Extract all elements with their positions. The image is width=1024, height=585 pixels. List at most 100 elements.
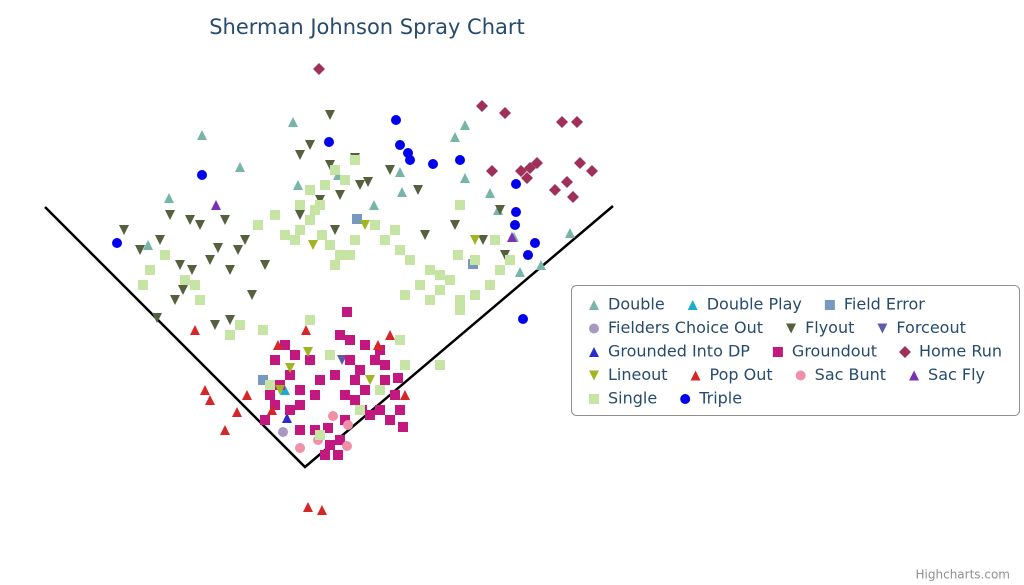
point — [360, 340, 370, 350]
legend-label: Pop Out — [710, 365, 773, 384]
point — [425, 295, 435, 305]
point — [342, 441, 352, 451]
point — [160, 250, 170, 260]
point — [507, 232, 517, 242]
point — [210, 320, 220, 330]
point — [233, 245, 243, 255]
point — [476, 100, 488, 112]
point — [295, 150, 305, 160]
point — [515, 267, 525, 277]
point — [536, 260, 546, 270]
point — [375, 405, 385, 415]
point — [270, 355, 280, 365]
point — [360, 385, 370, 395]
point — [187, 265, 197, 275]
point — [285, 363, 295, 373]
point — [375, 385, 385, 395]
point — [330, 225, 340, 235]
point — [428, 159, 438, 169]
point — [333, 450, 343, 460]
point — [178, 285, 188, 295]
legend-label: Double — [608, 295, 665, 314]
point — [405, 155, 415, 165]
point — [455, 305, 465, 315]
legend-symbol — [680, 394, 691, 404]
point — [355, 405, 365, 415]
point — [586, 165, 598, 177]
point — [510, 220, 520, 230]
point — [170, 295, 180, 305]
legend-label: Double Play — [707, 295, 802, 314]
point — [355, 180, 365, 190]
point — [390, 225, 400, 235]
point — [200, 385, 210, 395]
point — [391, 115, 401, 125]
point — [282, 413, 292, 423]
point — [561, 176, 573, 188]
point — [265, 380, 275, 390]
point — [340, 175, 350, 185]
point — [565, 228, 575, 238]
point — [395, 245, 405, 255]
point — [556, 116, 568, 128]
legend-label: Groundout — [792, 342, 877, 361]
point — [267, 405, 277, 415]
point — [470, 235, 480, 245]
point — [164, 193, 174, 203]
point — [400, 390, 410, 400]
point — [288, 117, 298, 127]
credits: Highcharts.com — [916, 568, 1010, 582]
point — [315, 375, 325, 385]
point — [521, 172, 533, 184]
point — [518, 314, 528, 324]
point — [260, 415, 270, 425]
point — [335, 190, 345, 200]
point — [315, 430, 325, 440]
point — [180, 275, 190, 285]
legend-label: Sac Fly — [928, 365, 985, 384]
legend-label: Lineout — [608, 365, 668, 384]
point — [295, 385, 305, 395]
point — [345, 355, 355, 365]
point — [470, 290, 480, 300]
point — [290, 235, 300, 245]
point — [325, 110, 335, 120]
point — [380, 360, 390, 370]
point — [511, 207, 521, 217]
legend-symbol — [589, 300, 599, 310]
point — [380, 375, 390, 385]
point — [295, 225, 305, 235]
point — [460, 120, 470, 130]
point — [350, 155, 360, 165]
point — [293, 180, 303, 190]
point — [345, 335, 355, 345]
point — [425, 265, 435, 275]
point — [530, 238, 540, 248]
point — [260, 260, 270, 270]
point — [478, 235, 488, 245]
point — [486, 165, 498, 177]
point — [220, 215, 230, 225]
point — [195, 295, 205, 305]
point — [343, 420, 353, 430]
point — [152, 313, 162, 323]
point — [265, 390, 275, 400]
point — [235, 162, 245, 172]
point — [295, 425, 305, 435]
point — [385, 330, 395, 340]
legend-symbol — [690, 370, 701, 381]
legend-symbol — [589, 394, 599, 404]
point — [435, 270, 445, 280]
legend-symbol — [589, 323, 599, 334]
point — [340, 415, 350, 425]
point — [420, 230, 430, 240]
marks — [112, 63, 598, 515]
point — [328, 411, 338, 421]
point — [470, 255, 480, 265]
point — [324, 137, 334, 147]
legend-label: Forceout — [896, 318, 966, 337]
point — [574, 157, 586, 169]
point — [290, 350, 300, 360]
point — [190, 280, 200, 290]
